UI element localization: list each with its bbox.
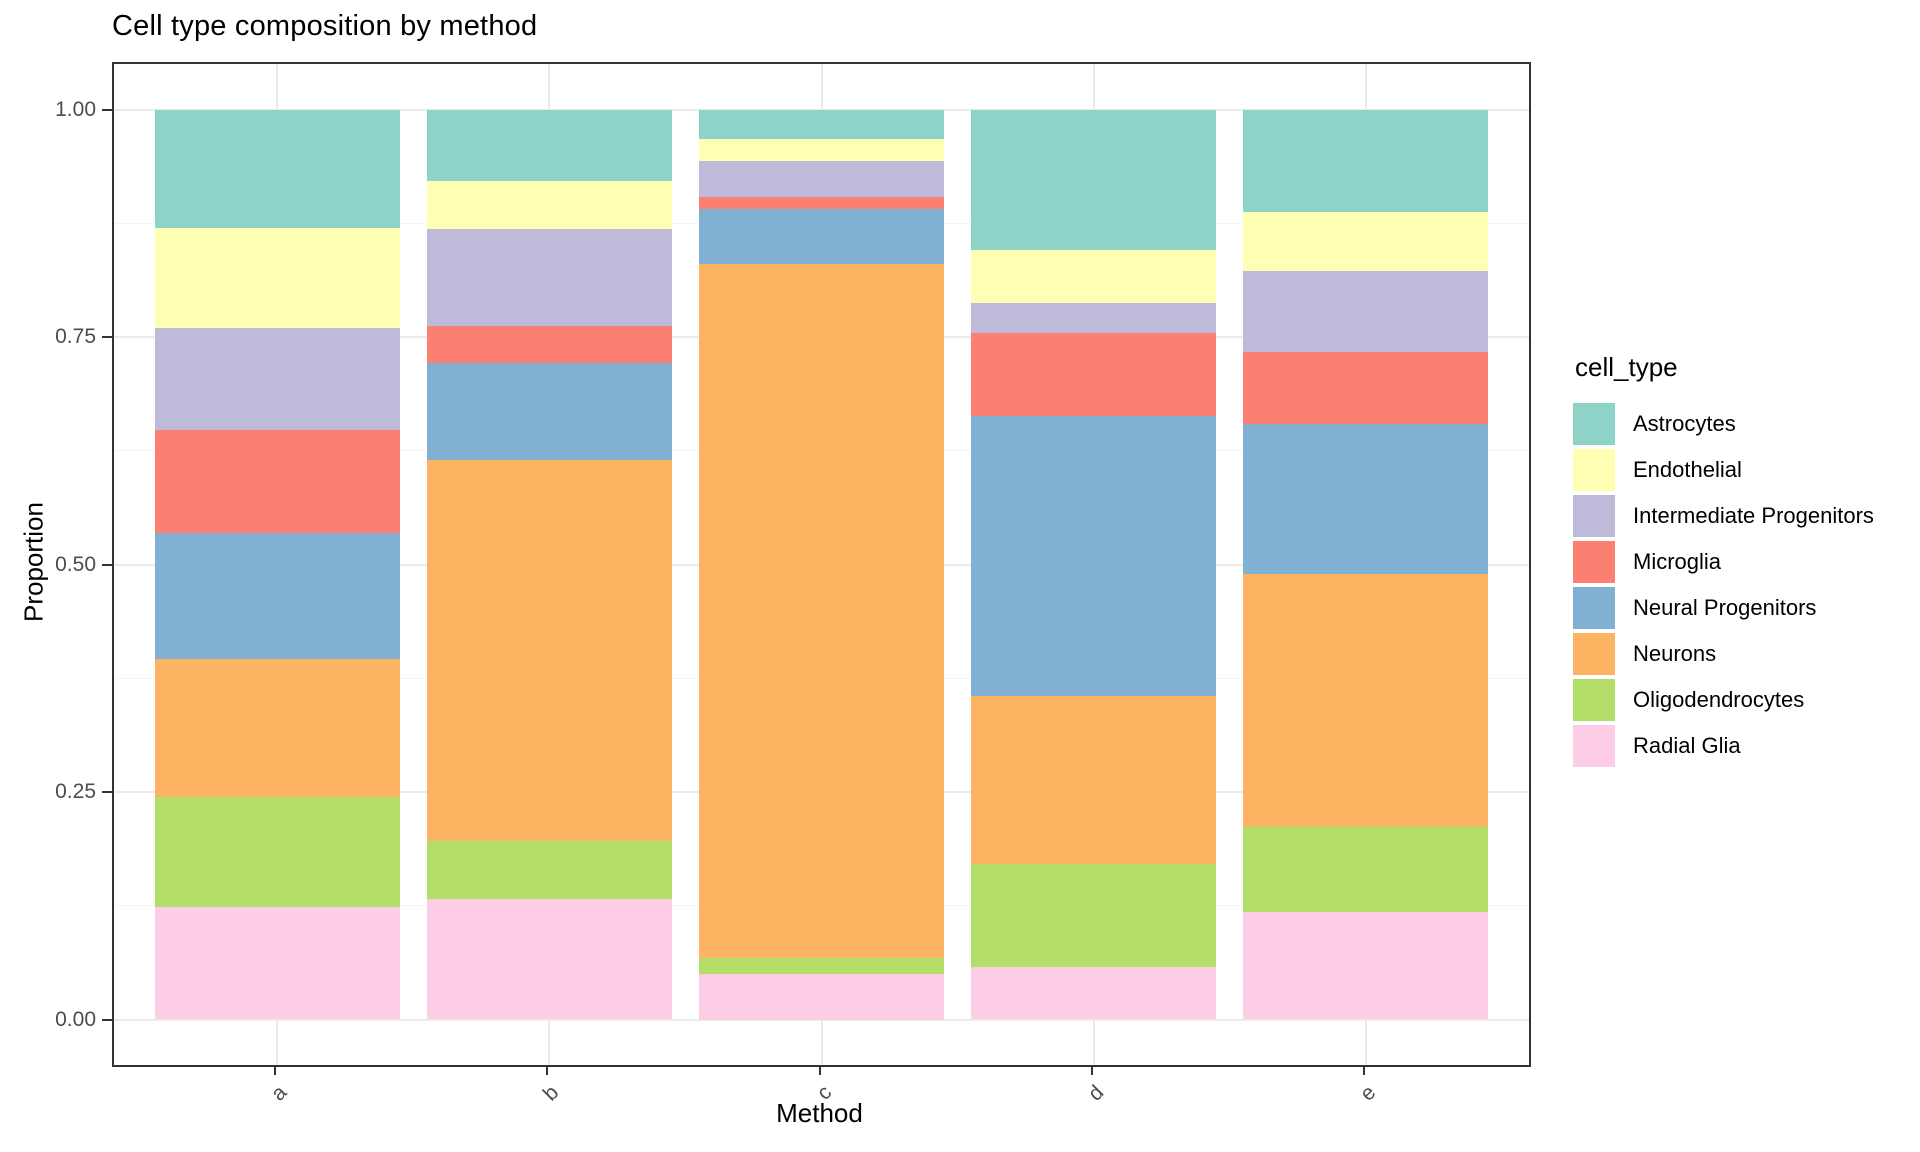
- legend-row-astrocytes: Astrocytes: [1573, 401, 1913, 447]
- bar-segment-neurons: [154, 659, 400, 797]
- x-axis-title: Method: [776, 1098, 863, 1128]
- y-tick-label: 0.75: [55, 325, 96, 348]
- bar-segment-astrocytes: [699, 109, 944, 139]
- bar-segment-neural-progenitors: [426, 363, 672, 460]
- bar-segment-endothelial: [699, 138, 944, 162]
- bar-segment-radial-glia: [1243, 912, 1489, 1020]
- bar-segment-oligodendrocytes: [154, 796, 400, 907]
- bar-segment-endothelial: [971, 249, 1217, 304]
- x-tick-mark: [1090, 1065, 1093, 1075]
- bar-segment-astrocytes: [154, 109, 400, 228]
- bar-segment-oligodendrocytes: [426, 841, 672, 900]
- legend: cell_type Astrocytes Endothelial Intermedi…: [1573, 352, 1913, 769]
- bar-segment-microglia: [426, 326, 672, 364]
- y-tick-label: 0.25: [55, 780, 96, 803]
- bar-c: [699, 109, 944, 1020]
- bar-segment-neural-progenitors: [1243, 424, 1489, 574]
- legend-label: Neurons: [1633, 641, 1717, 666]
- legend-key-swatch: [1573, 679, 1615, 721]
- bar-segment-neurons: [1243, 573, 1489, 827]
- bar-segment-radial-glia: [426, 899, 672, 1020]
- bar-segment-intermediate-progenitors: [154, 327, 400, 430]
- x-tick-mark: [1362, 1065, 1365, 1075]
- bar-segment-neural-progenitors: [699, 208, 944, 265]
- bar-segment-endothelial: [154, 227, 400, 328]
- legend-label: Radial Glia: [1633, 733, 1741, 758]
- legend-key-swatch: [1573, 587, 1615, 629]
- bar-b: [426, 109, 672, 1020]
- bar-segment-microglia: [154, 429, 400, 533]
- bar-segment-neurons: [426, 459, 672, 842]
- bar-segment-intermediate-progenitors: [426, 228, 672, 327]
- bar-segment-oligodendrocytes: [971, 863, 1217, 967]
- legend-row-microglia: Microglia: [1573, 539, 1913, 585]
- legend-label: Astrocytes: [1633, 411, 1736, 436]
- bar-segment-radial-glia: [699, 974, 944, 1020]
- bar-segment-radial-glia: [154, 906, 400, 1020]
- x-tick-mark: [274, 1065, 277, 1075]
- bar-segment-astrocytes: [971, 109, 1217, 250]
- legend-key-swatch: [1573, 495, 1615, 537]
- bar-segment-oligodendrocytes: [1243, 826, 1489, 913]
- y-tick-mark: [102, 791, 112, 793]
- bar-segment-astrocytes: [1243, 109, 1489, 213]
- y-tick-mark: [102, 336, 112, 338]
- bar-segment-intermediate-progenitors: [971, 303, 1217, 334]
- bar-a: [154, 109, 400, 1020]
- bar-segment-neural-progenitors: [971, 416, 1217, 697]
- y-tick-label: 0.50: [55, 552, 96, 576]
- y-tick-mark: [102, 563, 112, 566]
- y-tick-mark: [102, 1018, 112, 1021]
- bar-segment-neurons: [699, 264, 944, 958]
- bar-segment-intermediate-progenitors: [699, 161, 944, 197]
- plot-panel: [112, 62, 1531, 1067]
- legend-key-swatch: [1573, 541, 1615, 583]
- legend-label: Endothelial: [1633, 457, 1742, 482]
- bar-segment-endothelial: [1243, 212, 1489, 272]
- legend-key-swatch: [1573, 403, 1615, 445]
- legend-row-neural-progenitors: Neural Progenitors: [1573, 585, 1913, 631]
- legend-key-swatch: [1573, 725, 1615, 767]
- legend-row-radial-glia: Radial Glia: [1573, 723, 1913, 769]
- legend-label: Intermediate Progenitors: [1633, 503, 1874, 528]
- bar-segment-neural-progenitors: [154, 532, 400, 660]
- bar-e: [1243, 109, 1489, 1020]
- legend-title: cell_type: [1575, 352, 1678, 382]
- legend-label: Neural Progenitors: [1633, 595, 1817, 620]
- y-tick-mark: [102, 108, 112, 111]
- bar-d: [971, 109, 1217, 1020]
- legend-key-swatch: [1573, 633, 1615, 675]
- bar-segment-neurons: [971, 696, 1217, 864]
- legend-row-neurons: Neurons: [1573, 631, 1913, 677]
- legend-entries: Astrocytes Endothelial Intermediate Progen…: [1573, 401, 1913, 769]
- legend-row-intermediate-progenitors: Intermediate Progenitors: [1573, 493, 1913, 539]
- chart-title: Cell type composition by method: [112, 10, 538, 42]
- bar-segment-microglia: [1243, 352, 1489, 425]
- legend-label: Microglia: [1633, 549, 1722, 574]
- legend-label: Oligodendrocytes: [1633, 687, 1805, 712]
- x-tick-mark: [546, 1065, 549, 1075]
- bar-segment-intermediate-progenitors: [1243, 271, 1489, 353]
- bar-segment-microglia: [971, 333, 1217, 417]
- bar-segment-endothelial: [426, 181, 672, 229]
- x-tick-mark: [818, 1065, 821, 1075]
- bar-segment-oligodendrocytes: [699, 957, 944, 974]
- y-tick-label: 0.00: [55, 1007, 96, 1031]
- legend-row-oligodendrocytes: Oligodendrocytes: [1573, 677, 1913, 723]
- bar-segment-radial-glia: [971, 966, 1217, 1020]
- bar-segment-astrocytes: [426, 109, 672, 182]
- legend-key-swatch: [1573, 449, 1615, 491]
- y-tick-label: 1.00: [55, 97, 96, 121]
- bar-segment-microglia: [699, 196, 944, 209]
- legend-row-endothelial: Endothelial: [1573, 447, 1913, 493]
